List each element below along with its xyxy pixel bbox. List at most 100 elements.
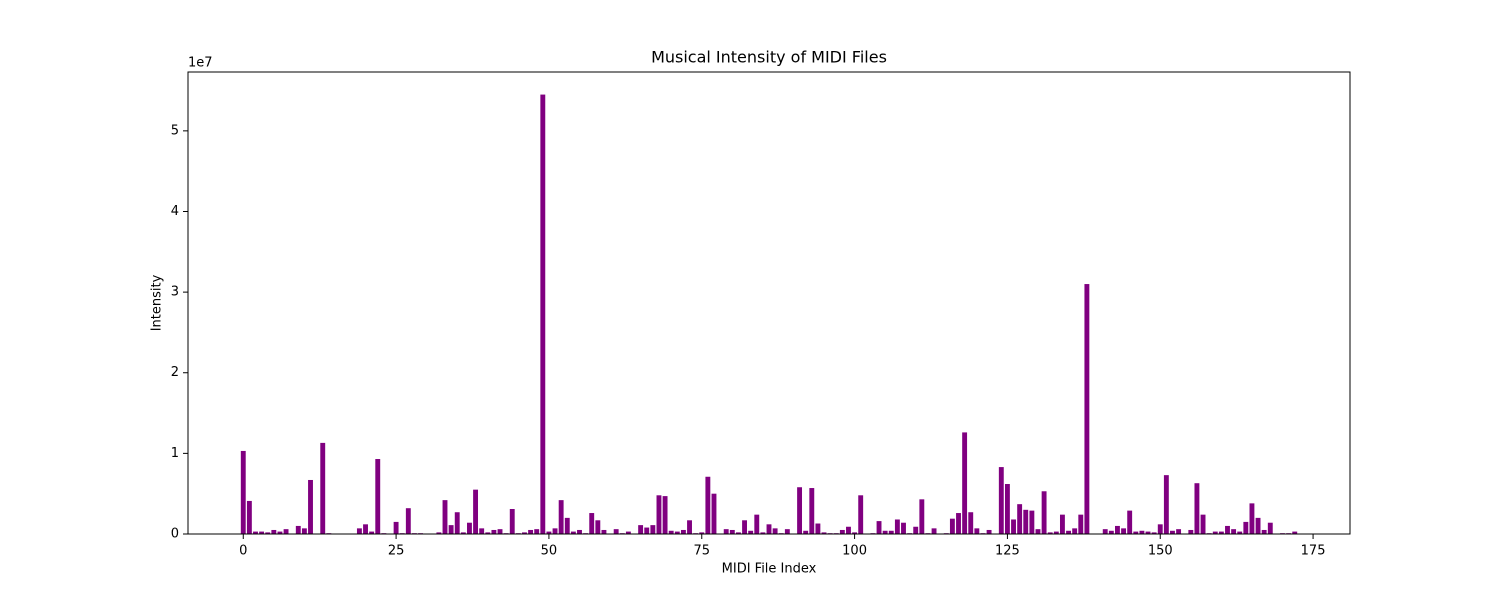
y-tick-label: 4 (171, 204, 179, 219)
bar (1035, 529, 1041, 534)
bar (240, 450, 246, 534)
y-tick-label: 1 (171, 446, 179, 461)
bar (1188, 529, 1194, 534)
bar (699, 532, 705, 534)
bar (1072, 528, 1078, 534)
bar (1004, 484, 1010, 534)
bar (1176, 529, 1182, 534)
y-offset-label: 1e7 (188, 56, 213, 71)
bar (1084, 284, 1090, 534)
bar (998, 467, 1004, 534)
bar (1163, 475, 1169, 534)
bar (1047, 532, 1053, 534)
bar (271, 529, 277, 534)
bar (265, 532, 271, 534)
bar (564, 517, 570, 534)
bar (442, 500, 448, 534)
bar (680, 529, 686, 534)
bar (1237, 531, 1243, 534)
bar (460, 532, 466, 534)
bar (809, 488, 815, 534)
bar (522, 532, 527, 534)
bar (1059, 514, 1065, 534)
bar (1231, 529, 1237, 534)
bar (1041, 491, 1047, 534)
bar (1200, 514, 1206, 534)
bar (1029, 510, 1035, 534)
bar (1121, 528, 1127, 534)
bar (876, 521, 882, 534)
bar (956, 513, 961, 534)
bar (656, 495, 662, 534)
bar (1157, 524, 1163, 534)
bar (595, 520, 601, 534)
bar (570, 531, 576, 534)
bar (454, 512, 460, 534)
bar (894, 519, 900, 534)
x-tick-label: 150 (1148, 544, 1173, 559)
bar (479, 528, 485, 534)
bar (735, 532, 741, 534)
bar (760, 532, 766, 534)
bar (1108, 530, 1114, 534)
bar (650, 525, 656, 534)
bar (497, 529, 503, 534)
bar (748, 530, 754, 534)
bar (1127, 510, 1133, 534)
bar (589, 513, 595, 534)
bar (375, 459, 381, 534)
bar (913, 526, 919, 534)
bar (558, 500, 564, 534)
x-tick-label: 100 (842, 544, 867, 559)
bar (797, 487, 803, 534)
bar (552, 528, 558, 534)
bar (1243, 521, 1249, 534)
bar (882, 530, 888, 534)
y-tick-label: 0 (171, 527, 179, 542)
y-axis-label: Intensity (150, 274, 165, 331)
bar (968, 512, 974, 534)
bar (491, 529, 497, 534)
bar (772, 528, 778, 534)
bar (1053, 531, 1059, 534)
x-tick-label: 0 (239, 544, 247, 559)
bar (259, 531, 265, 534)
bar (577, 529, 582, 534)
bar (723, 529, 729, 534)
bar (534, 529, 540, 534)
bar (803, 530, 809, 534)
bar (485, 532, 491, 534)
x-tick-label: 75 (693, 544, 710, 559)
bar (448, 525, 454, 534)
bar (1011, 519, 1016, 534)
bar (528, 529, 534, 534)
bar (467, 522, 472, 534)
bar (546, 531, 552, 534)
bar (821, 532, 827, 534)
bar (729, 529, 735, 534)
bar (613, 529, 619, 534)
bar (742, 520, 747, 534)
bar (1267, 522, 1273, 534)
bar (962, 432, 968, 534)
bar (1261, 529, 1267, 534)
bar (1249, 503, 1255, 534)
bar (846, 526, 851, 534)
bar (509, 509, 515, 534)
bar (784, 529, 790, 534)
bar (754, 514, 760, 534)
bar (919, 499, 925, 534)
bar (1145, 531, 1151, 534)
bar (1078, 514, 1084, 534)
bar (393, 521, 399, 534)
bar (356, 528, 362, 534)
bar (363, 524, 368, 534)
x-tick-label: 175 (1301, 544, 1326, 559)
bar (1170, 530, 1175, 534)
bar (1151, 532, 1157, 534)
x-axis-label: MIDI File Index (722, 562, 817, 577)
bar (638, 525, 644, 534)
bar (674, 531, 680, 534)
